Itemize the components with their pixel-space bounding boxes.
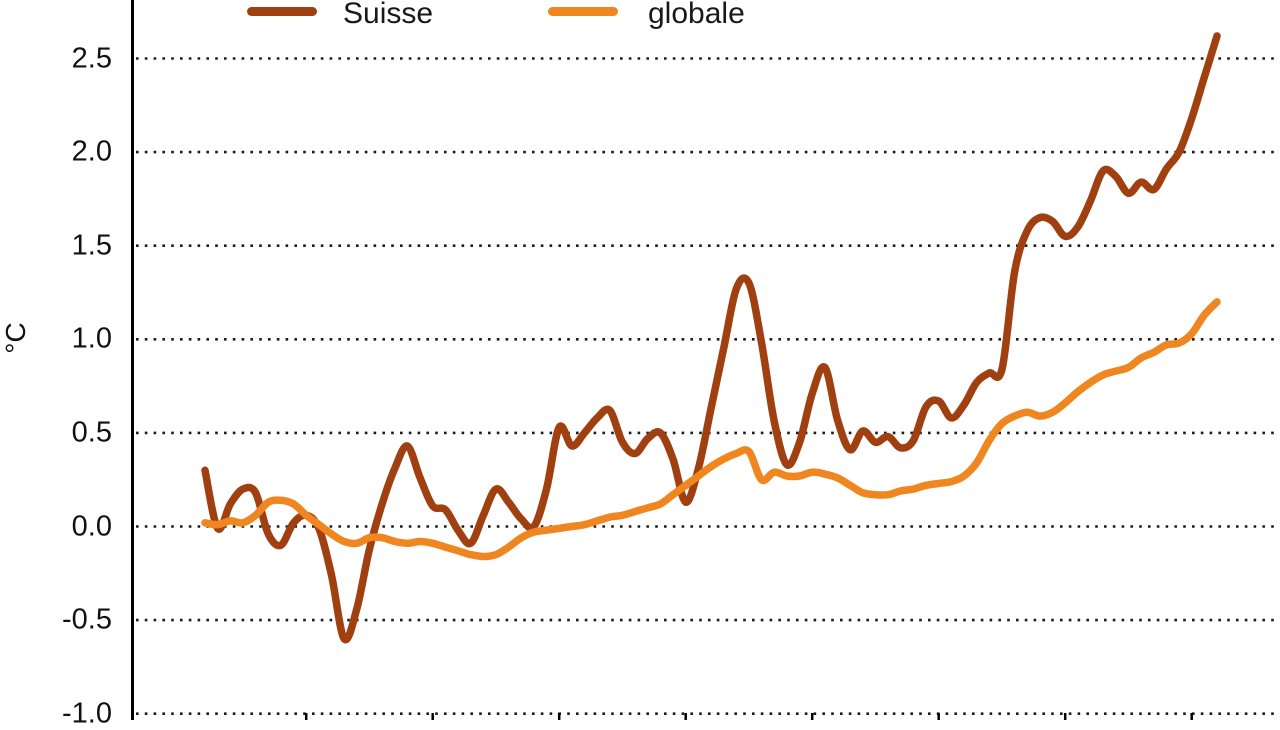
y-axis-tick-label: 0.0 [71, 510, 112, 542]
y-axis-tick-label: -1.0 [62, 697, 112, 730]
legend-label-globale: globale [648, 0, 745, 30]
series-line-Suisse [201, 32, 1221, 644]
y-axis-tick-label: -0.5 [62, 603, 112, 636]
series-line-globale [201, 298, 1221, 561]
y-axis-tick-label: 1.5 [71, 229, 112, 262]
y-axis-tick-label: 2.0 [71, 135, 112, 168]
y-axis-tick-label: 0.5 [71, 416, 112, 449]
legend-label-suisse: Suisse [343, 0, 434, 30]
y-axis-title: °C [0, 322, 31, 354]
y-axis-tick-label: 2.5 [71, 42, 112, 74]
legend-swatch-suisse [247, 7, 317, 16]
legend-swatch-globale [548, 7, 618, 16]
y-axis-tick-label: 1.0 [71, 322, 112, 355]
